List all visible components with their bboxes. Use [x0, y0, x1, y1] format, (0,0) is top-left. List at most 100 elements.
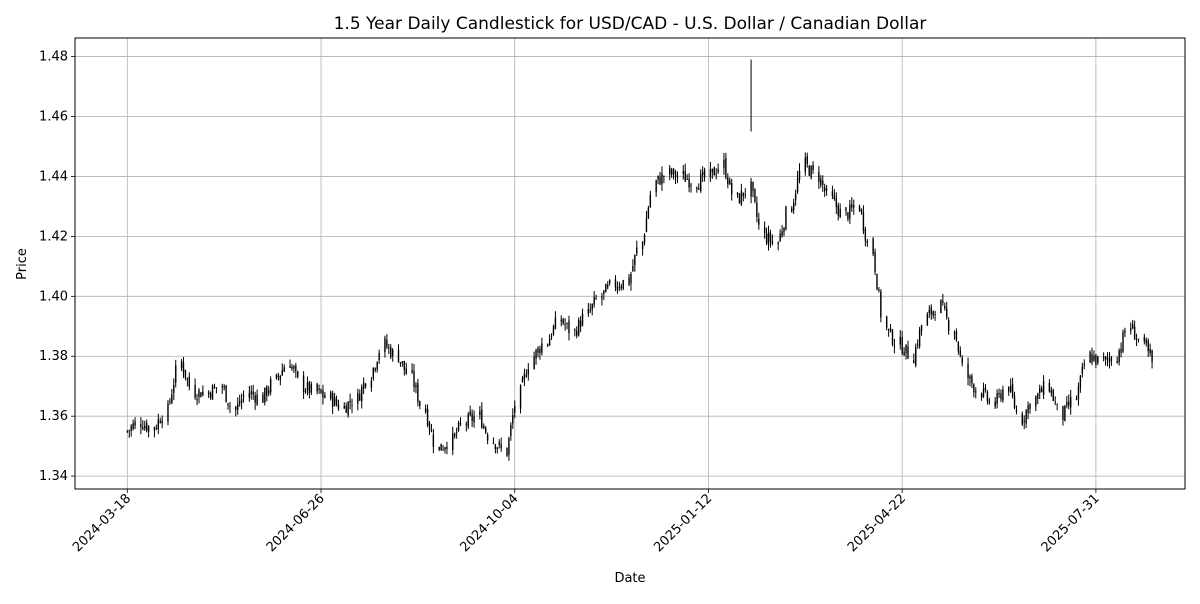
candle-body: [291, 366, 293, 370]
candle-body: [202, 391, 204, 396]
candle-body: [415, 384, 417, 388]
candle-body: [932, 311, 934, 316]
candle-body: [1147, 340, 1149, 352]
candle-body: [820, 178, 822, 185]
candle-body: [980, 393, 983, 398]
candle-body: [500, 444, 502, 448]
candle-body: [281, 370, 283, 376]
candle-body: [262, 394, 264, 403]
y-tick-label: 1.48: [39, 50, 68, 65]
candle-body: [839, 208, 841, 218]
candle-body: [984, 387, 987, 390]
candle-body: [1135, 339, 1138, 340]
candle-body: [386, 339, 388, 348]
candle-body: [184, 369, 187, 378]
candle-body: [1145, 339, 1147, 344]
candle-body: [357, 392, 359, 404]
candle-body: [297, 371, 299, 377]
candle-body: [391, 349, 394, 357]
y-tick-label: 1.42: [39, 229, 68, 244]
candle-body: [479, 411, 481, 415]
candle-body: [486, 434, 489, 441]
candle-body: [574, 329, 576, 331]
candle-body: [725, 158, 727, 178]
candle-body: [564, 324, 566, 326]
candle-body: [581, 313, 584, 326]
candle-body: [849, 204, 851, 219]
candle-body: [223, 386, 225, 388]
candle-body: [126, 430, 129, 432]
candle-body: [302, 375, 305, 392]
candle-body: [643, 234, 646, 243]
candle-body: [763, 227, 766, 233]
candle-body: [200, 392, 202, 398]
candle-body: [535, 349, 537, 359]
candle-body: [1130, 328, 1132, 332]
candle-body: [186, 378, 189, 379]
candle-body: [560, 319, 562, 322]
candle-body: [316, 383, 318, 392]
candle-body: [969, 375, 971, 379]
candle-body: [182, 362, 185, 373]
candle-body: [1002, 389, 1004, 401]
candle-body: [467, 414, 469, 427]
candle-body: [1079, 375, 1082, 388]
candle-body: [1143, 336, 1146, 342]
y-tick-label: 1.38: [39, 349, 68, 364]
candle-body: [413, 370, 415, 387]
candle-body: [349, 400, 351, 403]
candle-body: [988, 400, 991, 403]
candle-body: [1062, 406, 1064, 420]
candle-body: [1035, 396, 1037, 407]
candle-body: [403, 360, 406, 370]
candle-body: [424, 408, 427, 412]
candle-body: [953, 332, 956, 334]
candle-body: [1093, 356, 1095, 361]
candle-body: [957, 341, 960, 351]
candle-body: [188, 376, 190, 387]
candle-body: [442, 449, 444, 451]
candle-body: [452, 433, 454, 451]
candle-body: [618, 286, 621, 288]
candle-body: [878, 289, 880, 291]
candle-body: [903, 352, 905, 356]
candle-body: [1048, 382, 1051, 392]
candle-body: [785, 206, 787, 230]
candle-body: [145, 422, 148, 431]
candle-body: [324, 395, 326, 398]
candle-body: [455, 431, 458, 433]
candle-body: [1068, 401, 1070, 406]
candle-body: [672, 168, 675, 175]
candle-body: [459, 423, 462, 424]
candle-body: [684, 171, 686, 182]
candle-body: [756, 202, 758, 218]
candle-body: [1095, 354, 1097, 365]
candle-body: [847, 212, 849, 220]
candle-body: [1042, 381, 1045, 396]
candle-body: [823, 187, 826, 192]
candle-body: [901, 337, 903, 354]
candle-body: [1116, 361, 1118, 364]
candle-body: [512, 415, 514, 424]
candle-body: [399, 361, 402, 364]
candle-body: [492, 442, 495, 444]
candle-body: [173, 384, 175, 393]
candle-body: [1013, 396, 1016, 408]
candle-body: [432, 434, 435, 447]
candle-body: [971, 376, 973, 384]
candle-body: [942, 300, 944, 303]
candle-body: [343, 405, 345, 409]
candle-body: [709, 169, 712, 178]
candle-body: [374, 368, 376, 370]
candle-body: [765, 233, 768, 244]
candle-body: [209, 393, 212, 398]
candle-body: [457, 422, 460, 431]
candle-body: [641, 242, 644, 250]
candle-body: [682, 171, 684, 174]
candle-body: [946, 308, 948, 318]
candle-body: [723, 159, 725, 168]
candle-body: [1106, 357, 1109, 359]
candle-body: [973, 384, 975, 393]
candle-body: [1029, 403, 1031, 410]
